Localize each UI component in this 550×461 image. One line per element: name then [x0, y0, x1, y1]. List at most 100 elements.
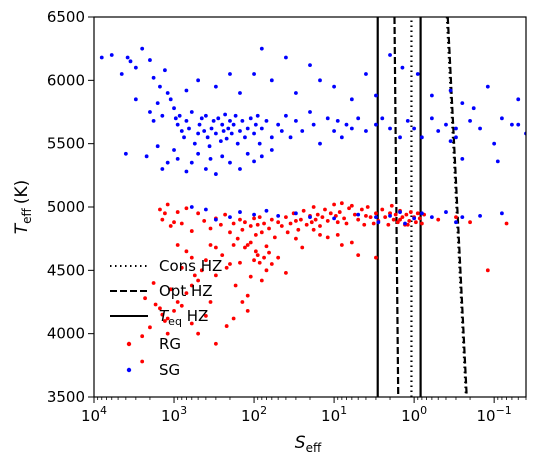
- point-rg: [158, 306, 162, 311]
- point-sg: [300, 129, 305, 133]
- point-rg: [203, 314, 208, 318]
- x-axis: 104 103 102 101 100 10−1: [81, 397, 527, 425]
- point-sg: [213, 84, 218, 89]
- point-sg: [189, 110, 194, 114]
- hz-line-dashed-0: [393, 17, 400, 397]
- point-rg: [218, 222, 223, 227]
- point-rg: [248, 274, 253, 279]
- point-sg: [478, 213, 482, 218]
- point-sg: [269, 148, 274, 152]
- point-rg: [160, 312, 165, 317]
- point-rg: [339, 201, 344, 206]
- point-sg: [182, 135, 186, 140]
- point-rg: [414, 220, 418, 225]
- point-sg: [460, 101, 465, 106]
- point-rg: [374, 211, 378, 216]
- point-sg: [448, 88, 453, 93]
- point-sg: [203, 167, 208, 171]
- point-sg: [196, 151, 201, 156]
- point-rg: [294, 219, 298, 223]
- point-sg: [349, 126, 354, 131]
- x-tick-label: 104: [81, 404, 107, 425]
- point-sg: [374, 122, 378, 127]
- point-rg: [419, 221, 424, 226]
- point-rg: [320, 215, 325, 220]
- point-rg: [504, 221, 509, 226]
- point-rg: [245, 243, 250, 247]
- point-sg: [429, 215, 434, 220]
- point-rg: [359, 207, 364, 212]
- point-rg: [231, 316, 236, 321]
- point-rg: [168, 287, 173, 292]
- point-sg: [255, 113, 260, 118]
- point-rg: [335, 232, 340, 237]
- point-rg: [179, 221, 184, 226]
- point-rg: [407, 219, 412, 223]
- point-rg: [294, 236, 298, 241]
- point-sg: [510, 122, 514, 127]
- point-rg: [393, 212, 398, 217]
- point-sg: [495, 159, 500, 164]
- point-rg: [240, 300, 245, 304]
- point-rg: [248, 224, 253, 228]
- point-rg: [342, 216, 346, 221]
- point-sg: [454, 135, 458, 140]
- point-rg: [252, 216, 256, 221]
- point-sg: [148, 110, 152, 114]
- y-tick-label: 4500: [47, 261, 85, 279]
- point-sg: [163, 68, 167, 73]
- point-sg: [264, 118, 269, 123]
- point-rg: [228, 230, 232, 235]
- point-rg: [257, 260, 262, 265]
- point-sg: [199, 116, 204, 121]
- point-sg: [209, 126, 214, 131]
- point-sg: [238, 210, 242, 214]
- point-sg: [454, 220, 458, 225]
- point-rg: [165, 316, 170, 321]
- x-tick-label: 103: [161, 404, 187, 425]
- point-rg: [389, 203, 394, 208]
- point-sg: [165, 91, 170, 95]
- point-sg: [516, 122, 521, 127]
- point-sg: [189, 160, 194, 165]
- point-sg: [240, 118, 245, 123]
- point-rg: [352, 212, 357, 217]
- point-rg: [335, 220, 340, 225]
- point-sg: [252, 212, 256, 217]
- legend-marker-sg: [126, 367, 132, 373]
- point-rg: [259, 278, 264, 283]
- point-sg: [259, 46, 264, 51]
- point-sg: [471, 106, 476, 111]
- point-sg: [284, 113, 288, 118]
- point-sg: [207, 144, 212, 149]
- point-rg: [160, 217, 165, 222]
- point-rg: [279, 224, 284, 228]
- point-rg: [184, 206, 189, 211]
- point-rg: [315, 212, 320, 217]
- point-sg: [158, 84, 162, 89]
- point-rg: [243, 245, 247, 250]
- point-sg: [133, 65, 138, 70]
- point-sg: [189, 205, 194, 209]
- point-sg: [376, 220, 381, 225]
- point-rg: [208, 300, 213, 304]
- point-sg: [252, 159, 256, 164]
- point-sg: [213, 172, 218, 176]
- point-sg: [151, 75, 156, 80]
- y-tick-label: 6500: [47, 8, 85, 26]
- y-tick-label: 6000: [47, 71, 85, 89]
- point-rg: [383, 215, 388, 220]
- point-sg: [253, 122, 258, 127]
- point-sg: [203, 207, 208, 212]
- point-sg: [229, 131, 234, 136]
- point-sg: [349, 97, 354, 102]
- point-sg: [125, 55, 130, 60]
- point-rg: [172, 308, 176, 313]
- point-rg: [168, 224, 173, 228]
- point-sg: [202, 129, 207, 133]
- point-rg: [368, 215, 373, 220]
- point-rg: [259, 230, 264, 235]
- point-sg: [500, 211, 504, 216]
- point-sg: [223, 112, 228, 117]
